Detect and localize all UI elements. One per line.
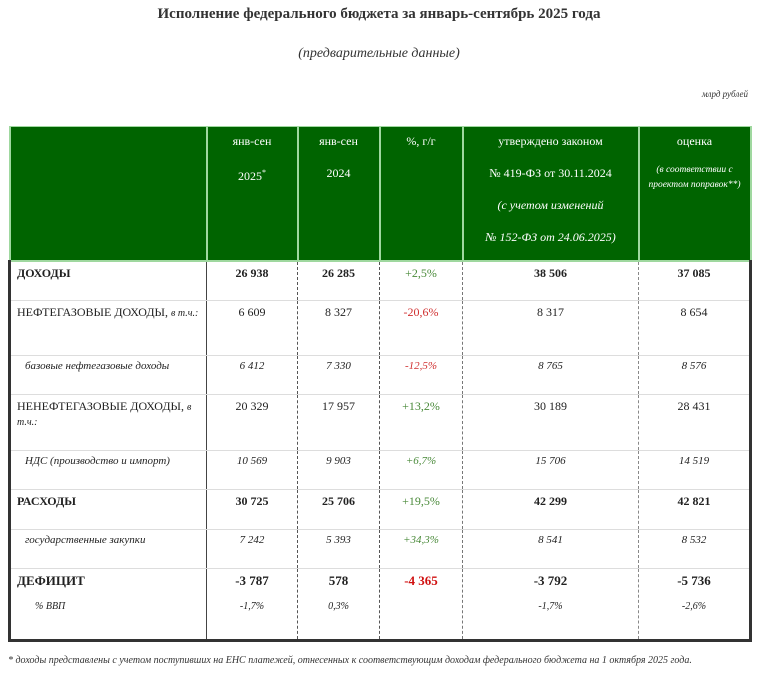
header-2024: янв-сен 2024	[296, 126, 381, 262]
row-label: НЕНЕФТЕГАЗОВЫЕ ДОХОДЫ, в т.ч.:	[8, 394, 207, 451]
table-row-expenditures: РАСХОДЫ 30 725 25 706 +19,5% 42 299 42 8…	[8, 489, 752, 530]
row-label: ДЕФИЦИТ % ВВП	[8, 568, 207, 642]
header-2025: янв-сен 2025*	[205, 126, 299, 262]
row-label: НДС (производство и импорт)	[8, 450, 207, 490]
table-row-deficit: ДЕФИЦИТ % ВВП -3 787 -1,7% 578 0,3% -4 3…	[8, 568, 752, 642]
table-row-oil-gas: НЕФТЕГАЗОВЫЕ ДОХОДЫ, в т.ч.: 6 609 8 327…	[8, 300, 752, 356]
table-row-revenues: ДОХОДЫ 26 938 26 285 +2,5% 38 506 37 085	[8, 261, 752, 301]
row-label: базовые нефтегазовые доходы	[8, 355, 207, 395]
header-label-col	[8, 126, 208, 262]
header-yoy: %, г/г	[378, 126, 464, 262]
units-label: млрд рублей	[701, 89, 748, 99]
header-law: утверждено законом № 419-ФЗ от 30.11.202…	[461, 126, 640, 262]
row-label: ДОХОДЫ	[8, 261, 207, 301]
page-title: Исполнение федерального бюджета за январ…	[157, 6, 601, 22]
table-header-row: янв-сен 2025* янв-сен 2024 %, г/г утверж…	[8, 126, 752, 262]
row-label: РАСХОДЫ	[8, 489, 207, 530]
budget-table: янв-сен 2025* янв-сен 2024 %, г/г утверж…	[8, 126, 752, 642]
row-label: государственные закупки	[8, 529, 207, 569]
table-row-vat: НДС (производство и импорт) 10 569 9 903…	[8, 450, 752, 490]
row-label: НЕФТЕГАЗОВЫЕ ДОХОДЫ, в т.ч.:	[8, 300, 207, 356]
table-row-base-oil-gas: базовые нефтегазовые доходы 6 412 7 330 …	[8, 355, 752, 395]
table-row-non-oil-gas: НЕНЕФТЕГАЗОВЫЕ ДОХОДЫ, в т.ч.: 20 329 17…	[8, 394, 752, 451]
header-estimate: оценка (в соответствии с проектом поправ…	[637, 126, 752, 262]
footnote: * доходы представлены с учетом поступивш…	[8, 655, 692, 666]
page-subtitle: (предварительные данные)	[298, 46, 460, 61]
table-row-procurement: государственные закупки 7 242 5 393 +34,…	[8, 529, 752, 569]
